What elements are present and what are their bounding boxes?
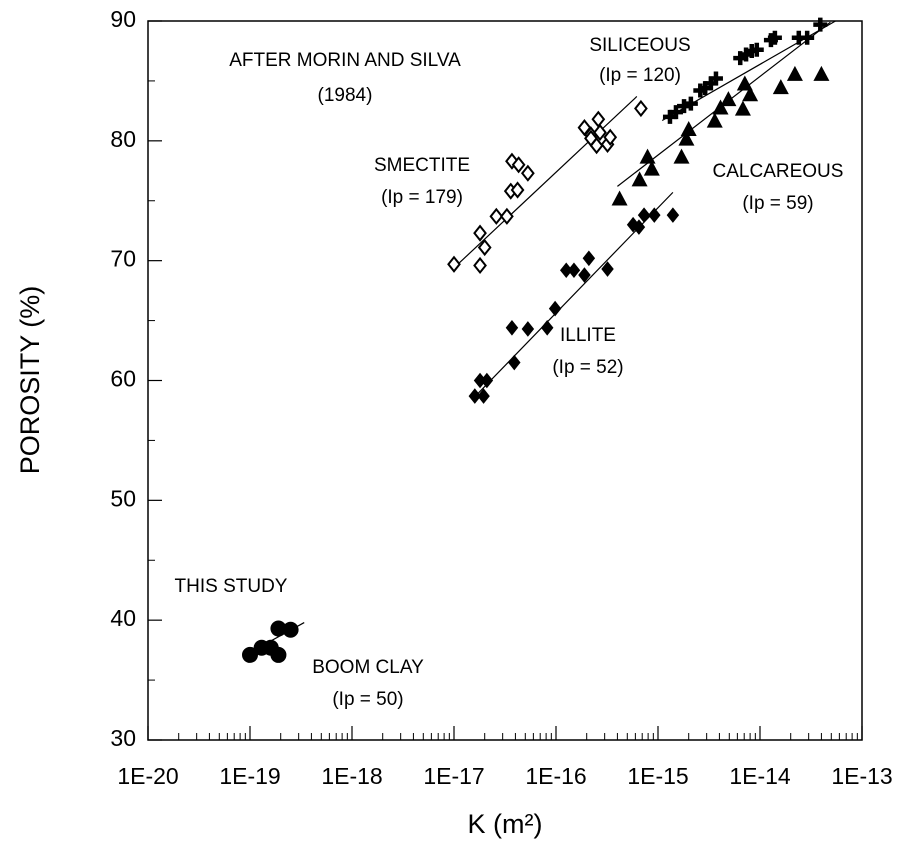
point [742, 86, 759, 102]
point [673, 148, 690, 164]
y-tick-label: 30 [110, 725, 136, 751]
point [473, 256, 487, 275]
annotation: AFTER MORIN AND SILVA [229, 50, 461, 71]
x-tick-label: 1E-14 [729, 763, 791, 789]
y-tick-label: 40 [110, 605, 136, 631]
point [578, 267, 591, 283]
point [683, 96, 698, 111]
x-tick-label: 1E-16 [525, 763, 586, 789]
annotation: THIS STUDY [175, 576, 288, 597]
point [270, 646, 287, 663]
point [678, 130, 695, 146]
point [772, 79, 789, 95]
point [786, 65, 803, 81]
point [477, 238, 492, 257]
point [639, 148, 656, 164]
point [468, 388, 482, 404]
point [540, 319, 554, 336]
y-tick-label: 50 [110, 485, 136, 511]
point [720, 91, 737, 107]
point [706, 112, 723, 128]
point [632, 219, 646, 235]
x-tick-label: 1E-13 [831, 763, 892, 789]
series-note: (Ip = 59) [742, 193, 813, 214]
point [736, 75, 753, 91]
point [601, 261, 614, 277]
plot-frame [147, 20, 863, 741]
point [680, 121, 697, 137]
series-label: SILICEOUS [589, 35, 690, 56]
x-axis-title: K (m²) [468, 809, 543, 839]
point [749, 42, 764, 57]
point [643, 160, 660, 176]
point [242, 646, 258, 663]
y-tick-label: 60 [110, 366, 136, 392]
point [520, 164, 535, 182]
series-label: BOOM CLAY [312, 657, 424, 678]
point [591, 110, 606, 128]
x-tick-label: 1E-20 [117, 763, 178, 789]
series-label: SMECTITE [374, 155, 470, 176]
series-note: (Ip = 120) [599, 65, 681, 86]
point [637, 207, 651, 223]
y-tick-label: 80 [110, 126, 136, 152]
series-label: ILLITE [560, 325, 616, 346]
point [473, 224, 487, 242]
point [813, 65, 830, 81]
point [548, 300, 562, 317]
x-tick-label: 1E-18 [321, 763, 382, 789]
series-note: (Ip = 52) [552, 357, 623, 378]
point [800, 30, 815, 45]
series-note: (Ip = 179) [381, 187, 463, 208]
x-tick-label: 1E-19 [219, 763, 280, 789]
point [589, 137, 604, 155]
point [631, 171, 648, 187]
point [505, 152, 519, 170]
point [648, 207, 661, 223]
point [582, 250, 596, 267]
y-axis-title: POROSITY (%) [15, 286, 45, 475]
point [734, 100, 751, 116]
point [593, 123, 607, 142]
point [708, 71, 723, 86]
point [489, 207, 504, 225]
point [270, 620, 287, 637]
annotation: (1984) [318, 85, 373, 106]
series-label: CALCAREOUS [713, 161, 844, 182]
point [666, 207, 680, 223]
x-tick-label: 1E-17 [423, 763, 484, 789]
fit-line [453, 96, 638, 269]
point [511, 156, 526, 174]
point [521, 321, 535, 337]
point [480, 372, 494, 389]
series-note: (Ip = 50) [332, 689, 403, 710]
point [611, 190, 628, 206]
point [634, 99, 648, 118]
point [447, 255, 461, 273]
point [603, 128, 618, 146]
point [767, 30, 782, 45]
point [668, 105, 683, 120]
point [567, 262, 581, 279]
point [510, 181, 525, 199]
y-tick-label: 90 [110, 6, 136, 32]
point [500, 207, 514, 225]
point [477, 388, 490, 404]
point [505, 319, 519, 336]
point [712, 99, 729, 115]
point [282, 621, 299, 638]
x-tick-label: 1E-15 [627, 763, 688, 789]
point [508, 354, 521, 371]
y-tick-label: 70 [110, 246, 136, 272]
